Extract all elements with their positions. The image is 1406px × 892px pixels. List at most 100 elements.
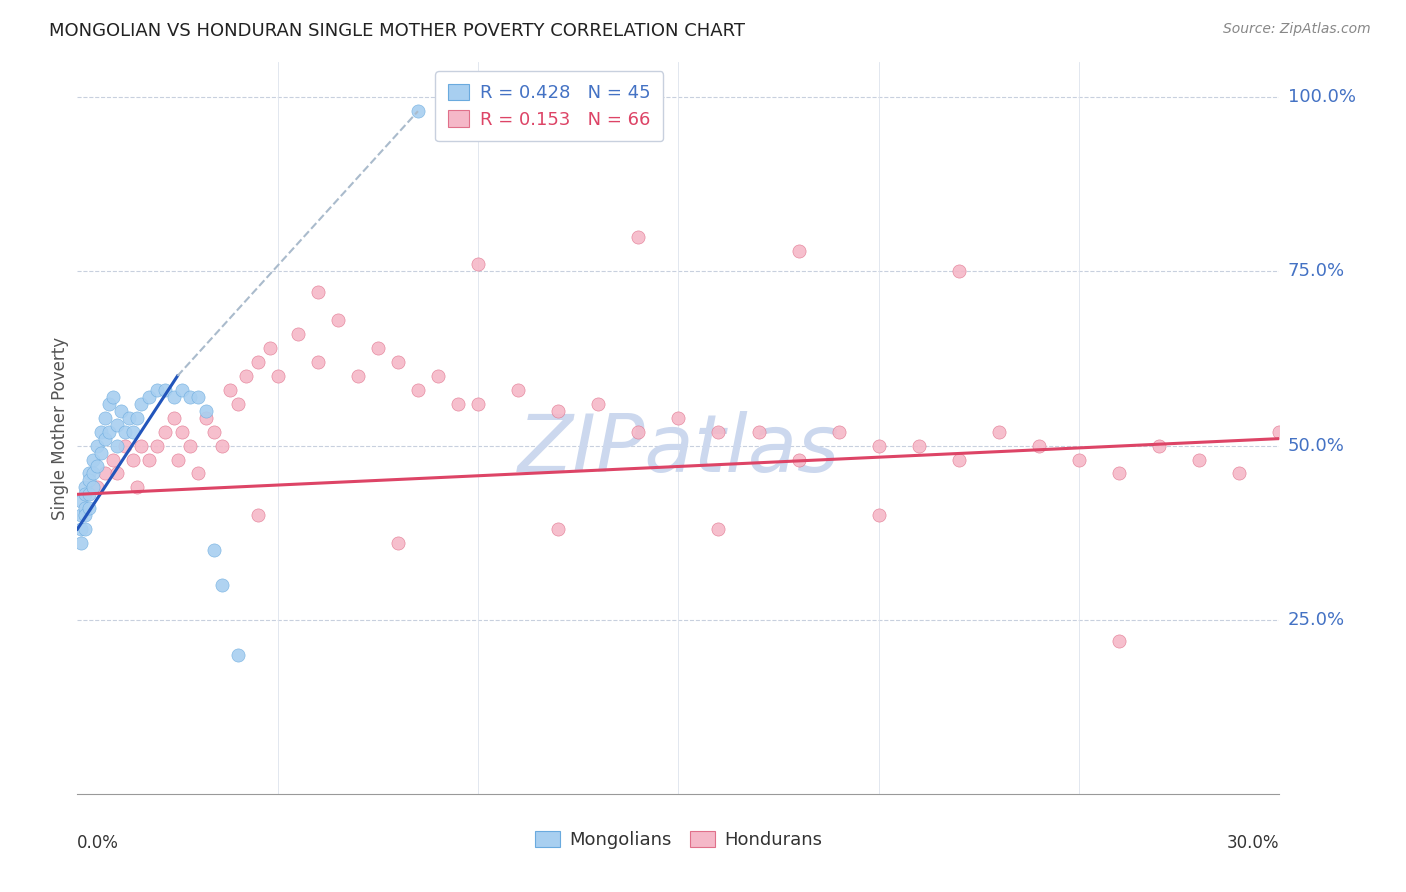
Point [1149,439,1171,453]
Point [166,452,188,467]
Point [387,355,409,369]
Point [75,487,97,501]
Point [508,383,530,397]
Point [79,467,101,481]
Point [828,425,851,439]
Point [406,383,429,397]
Point [948,452,970,467]
Point [1069,452,1091,467]
Point [86,480,108,494]
Point [127,410,149,425]
Point [1108,467,1130,481]
Point [122,452,145,467]
Text: 30.0%: 30.0% [1227,834,1279,852]
Point [307,285,329,300]
Point [179,390,201,404]
Text: 100.0%: 100.0% [1288,88,1355,106]
Point [246,508,269,523]
Point [94,432,117,446]
Text: MONGOLIAN VS HONDURAN SINGLE MOTHER POVERTY CORRELATION CHART: MONGOLIAN VS HONDURAN SINGLE MOTHER POVE… [49,22,745,40]
Point [110,403,132,417]
Point [146,439,169,453]
Point [194,403,217,417]
Point [155,383,177,397]
Point [90,425,112,439]
Point [588,397,610,411]
Point [114,439,136,453]
Point [103,390,125,404]
Point [267,368,290,383]
Point [107,417,129,432]
Point [868,508,890,523]
Point [908,439,931,453]
Point [467,397,489,411]
Point [94,410,117,425]
Point [748,425,770,439]
Point [75,508,97,523]
Point [70,494,93,508]
Point [155,425,177,439]
Point [202,425,225,439]
Y-axis label: Single Mother Poverty: Single Mother Poverty [51,336,69,520]
Point [627,229,650,244]
Point [988,425,1011,439]
Point [547,403,569,417]
Point [1028,439,1050,453]
Point [367,341,389,355]
Point [1268,425,1291,439]
Text: 0.0%: 0.0% [77,834,120,852]
Point [787,244,810,258]
Point [467,257,489,271]
Point [1229,467,1251,481]
Point [259,341,281,355]
Point [75,501,97,516]
Point [406,104,429,119]
Point [138,390,160,404]
Point [131,439,153,453]
Point [226,648,249,662]
Point [1188,452,1211,467]
Point [186,467,209,481]
Point [387,536,409,550]
Point [194,410,217,425]
Point [70,522,93,536]
Point [131,397,153,411]
Text: 50.0%: 50.0% [1288,436,1344,455]
Point [107,467,129,481]
Point [307,355,329,369]
Point [627,425,650,439]
Point [114,425,136,439]
Point [287,327,309,342]
Text: Source: ZipAtlas.com: Source: ZipAtlas.com [1223,22,1371,37]
Point [447,397,470,411]
Point [218,383,240,397]
Legend: Mongolians, Hondurans: Mongolians, Hondurans [526,822,831,858]
Point [82,452,104,467]
Text: 75.0%: 75.0% [1288,262,1346,280]
Point [162,410,184,425]
Point [1108,633,1130,648]
Point [427,368,450,383]
Point [146,383,169,397]
Point [107,439,129,453]
Point [138,452,160,467]
Point [186,390,209,404]
Point [75,480,97,494]
Text: 25.0%: 25.0% [1288,611,1346,629]
Point [79,487,101,501]
Point [82,467,104,481]
Point [179,439,201,453]
Point [787,452,810,467]
Point [86,459,108,474]
Point [79,501,101,516]
Point [70,508,93,523]
Point [246,355,269,369]
Point [347,368,370,383]
Point [226,397,249,411]
Point [868,439,890,453]
Point [75,522,97,536]
Point [948,264,970,278]
Point [668,410,690,425]
Point [127,480,149,494]
Point [202,543,225,558]
